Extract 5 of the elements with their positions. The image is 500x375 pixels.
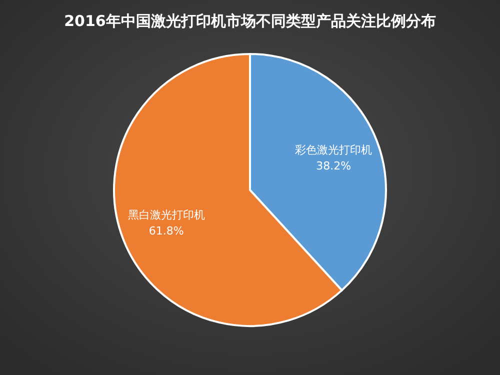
slice-label: 彩色激光打印机 [295,143,372,156]
chart-title: 2016年中国激光打印机市场不同类型产品关注比例分布 [64,12,436,30]
data-label: 61.8% [148,224,184,238]
slice-label: 黑白激光打印机 [128,208,205,222]
data-label: 38.2% [316,159,352,172]
